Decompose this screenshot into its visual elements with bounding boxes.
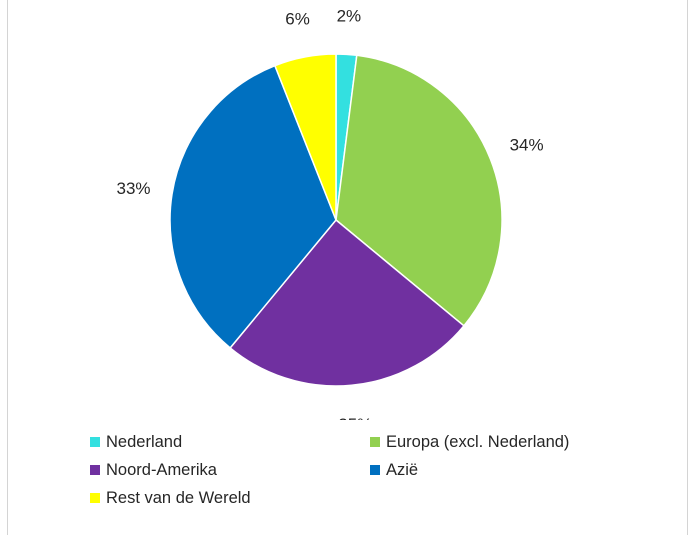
legend-swatch-europa	[370, 437, 380, 447]
legend-row: Rest van de Wereld	[90, 484, 650, 512]
legend-item-rest-van-de-wereld: Rest van de Wereld	[90, 489, 370, 508]
data-label-rest-van-de-wereld: 6%	[285, 10, 310, 29]
pie-slice-noord-amerika	[229, 218, 465, 387]
legend-row: Nederland Europa (excl. Nederland)	[90, 428, 650, 456]
legend-label-azie: Azië	[386, 460, 419, 479]
legend-item-europa: Europa (excl. Nederland)	[370, 433, 650, 452]
pie-slices	[169, 53, 503, 387]
legend-item-noord-amerika: Noord-Amerika	[90, 461, 370, 480]
pie-slice-azi	[169, 64, 337, 349]
pie-slice-europa-excl-nederland	[335, 54, 503, 327]
pie-data-labels: 2% 34% 25% 33% 6%	[117, 6, 544, 420]
legend-swatch-noord-amerika	[90, 465, 100, 475]
data-label-azi: 33%	[117, 179, 151, 198]
legend-label-rest-van-de-wereld: Rest van de Wereld	[106, 488, 251, 507]
legend-label-nederland: Nederland	[106, 432, 183, 451]
data-label-noord-amerika: 25%	[338, 415, 372, 420]
legend-label-noord-amerika: Noord-Amerika	[106, 460, 217, 479]
legend-swatch-nederland	[90, 437, 100, 447]
legend: Nederland Europa (excl. Nederland) Noord…	[90, 428, 650, 512]
legend-label-europa: Europa (excl. Nederland)	[386, 432, 570, 451]
legend-swatch-azie	[370, 465, 380, 475]
data-label-europa-excl-nederland: 34%	[510, 136, 544, 155]
legend-swatch-rest-van-de-wereld	[90, 493, 100, 503]
pie-chart: 2% 34% 25% 33% 6%	[117, 6, 544, 420]
legend-row: Noord-Amerika Azië	[90, 456, 650, 484]
legend-item-azie: Azië	[370, 461, 650, 480]
data-label-nederland: 2%	[337, 6, 362, 25]
pie-slice-rest-van-de-wereld	[273, 53, 337, 221]
legend-item-nederland: Nederland	[90, 433, 370, 452]
